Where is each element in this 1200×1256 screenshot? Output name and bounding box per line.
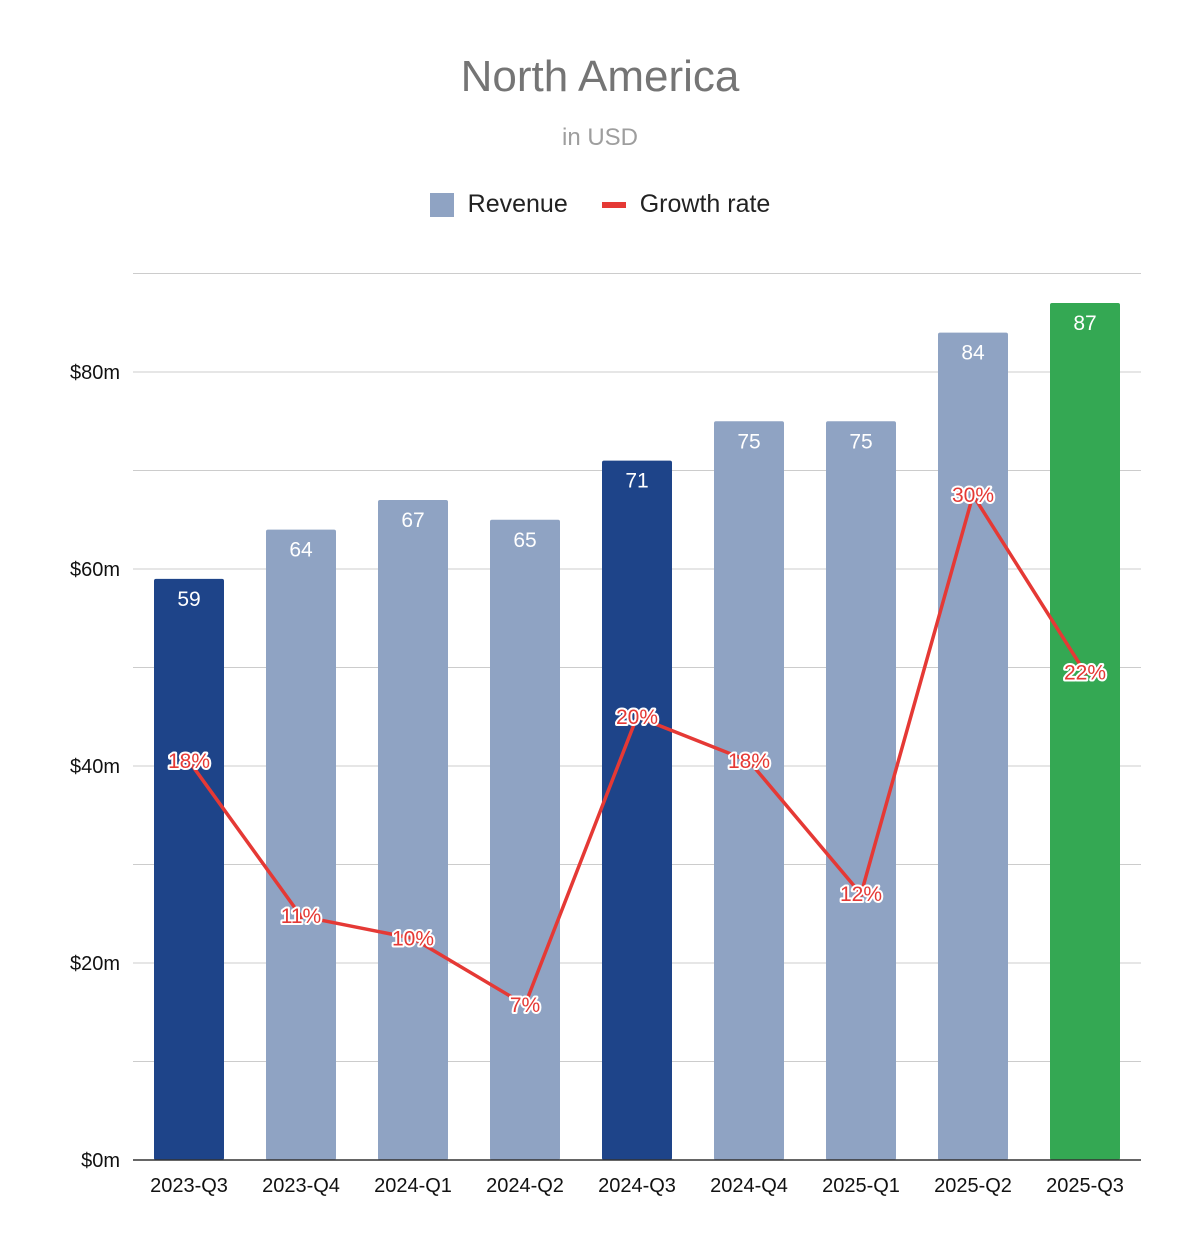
bar-revenue	[714, 421, 784, 1160]
legend-swatch-revenue	[429, 192, 454, 217]
bar-revenue	[266, 529, 336, 1160]
growth-rate-point	[298, 913, 304, 920]
bar-revenue	[378, 500, 448, 1160]
x-tick-label: 2025-Q1	[822, 1175, 900, 1197]
x-tick-label: 2024-Q4	[710, 1175, 788, 1197]
x-tick-label: 2023-Q3	[150, 1175, 228, 1197]
bar-value-label: 71	[625, 470, 648, 493]
growth-rate-point	[746, 758, 752, 765]
growth-rate-point	[970, 492, 976, 499]
chart-title: North America	[460, 52, 740, 101]
bar-revenue	[602, 460, 672, 1160]
growth-rate-label: 22%	[1064, 661, 1106, 684]
legend-swatch-growth-rate	[601, 201, 626, 208]
legend-label-growth-rate: Growth rate	[639, 190, 771, 218]
y-tick-label: $60m	[70, 559, 120, 581]
legend-item-revenue[interactable]: Revenue	[429, 190, 568, 219]
bar-value-label: 67	[401, 509, 424, 532]
growth-rate-point	[410, 935, 416, 942]
x-tick-label: 2024-Q1	[374, 1175, 452, 1197]
bar-revenue	[938, 332, 1008, 1161]
x-tick-label: 2024-Q3	[598, 1175, 676, 1197]
legend-item-growth-rate[interactable]: Growth rate	[601, 190, 771, 219]
growth-rate-label: 11%	[281, 905, 321, 928]
growth-rate-label: 7%	[510, 994, 540, 1017]
x-tick-label: 2024-Q2	[486, 1175, 564, 1197]
bar-revenue	[154, 578, 224, 1160]
growth-rate-point	[858, 891, 864, 898]
growth-rate-point	[186, 758, 192, 765]
legend-label-revenue: Revenue	[467, 190, 568, 218]
bar-value-label: 59	[177, 588, 200, 611]
y-tick-label: $0m	[81, 1150, 120, 1172]
growth-rate-label: 20%	[616, 706, 658, 729]
x-tick-label: 2025-Q2	[934, 1175, 1012, 1197]
growth-rate-label: 10%	[392, 927, 434, 950]
bar-revenue	[826, 421, 896, 1160]
bar-value-label: 87	[1073, 312, 1096, 335]
growth-rate-label: 18%	[168, 750, 210, 773]
bar-value-label: 84	[961, 342, 985, 365]
bar-revenue	[1050, 303, 1120, 1160]
growth-rate-label: 12%	[840, 883, 882, 906]
y-tick-label: $40m	[70, 756, 120, 778]
x-tick-label: 2023-Q4	[262, 1175, 340, 1197]
y-tick-label: $20m	[70, 953, 120, 975]
bar-value-label: 65	[513, 529, 536, 552]
growth-rate-point	[1082, 669, 1088, 676]
y-tick-label: $80m	[70, 362, 120, 384]
growth-rate-point	[634, 713, 640, 720]
chart-subtitle: in USD	[561, 124, 639, 151]
growth-rate-point	[522, 1001, 528, 1008]
growth-rate-label: 30%	[952, 484, 994, 507]
bar-revenue	[490, 519, 560, 1160]
bar-value-label: 75	[737, 430, 760, 453]
x-tick-label: 2025-Q3	[1046, 1175, 1124, 1197]
bar-value-label: 75	[849, 430, 872, 453]
growth-rate-label: 18%	[728, 750, 770, 773]
legend: Revenue Growth rate	[0, 190, 1200, 219]
bar-value-label: 64	[289, 539, 313, 562]
